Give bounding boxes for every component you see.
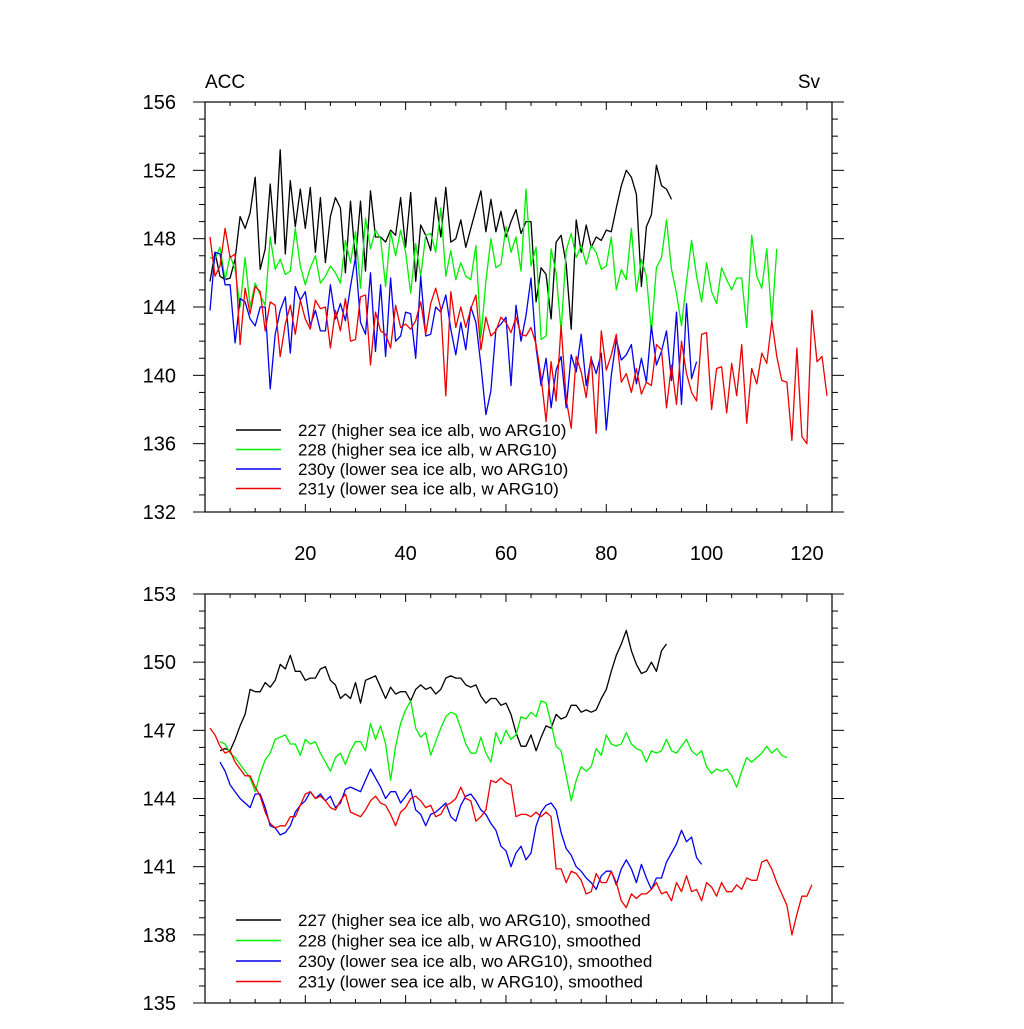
series-line-1 xyxy=(209,149,673,330)
x-tick-label: 100 xyxy=(690,543,723,565)
y-tick-label: 132 xyxy=(143,502,176,524)
series-line-2 xyxy=(219,700,788,802)
y-tick-label: 144 xyxy=(143,789,176,811)
y-tick-label: 152 xyxy=(143,160,176,182)
series-line-2 xyxy=(209,188,778,341)
legend-label: 228 (higher sea ice alb, w ARG10), smoot… xyxy=(298,932,641,951)
series-line-3 xyxy=(209,251,698,431)
y-tick-label: 150 xyxy=(143,652,176,674)
y-tick-label: 135 xyxy=(143,993,176,1015)
y-tick-label: 153 xyxy=(143,584,176,606)
right-corner-label: Sv xyxy=(798,72,821,93)
y-tick-label: 156 xyxy=(143,92,176,114)
y-tick-label: 136 xyxy=(143,434,176,456)
y-tick-label: 138 xyxy=(143,925,176,947)
left-corner-label: ACC xyxy=(205,72,245,93)
legend-label: 231y (lower sea ice alb, w ARG10), smoot… xyxy=(298,973,643,992)
series-line-1 xyxy=(219,629,668,752)
x-tick-label: 120 xyxy=(790,543,823,565)
legend-label: 227 (higher sea ice alb, wo ARG10) xyxy=(298,421,566,440)
x-tick-label: 80 xyxy=(595,543,617,565)
x-tick-label: 60 xyxy=(495,543,517,565)
x-tick-label: 40 xyxy=(395,543,417,565)
y-tick-label: 147 xyxy=(143,720,176,742)
series-line-3 xyxy=(219,761,703,891)
x-tick-label: 20 xyxy=(294,543,316,565)
y-tick-label: 144 xyxy=(143,297,176,319)
series-line-4 xyxy=(209,727,813,936)
legend-label: 230y (lower sea ice alb, wo ARG10) xyxy=(298,460,568,479)
bottom-panel: 135 138 141 144 147 150 153 227 (higher sea ice… xyxy=(143,584,844,1015)
legend-label: 230y (lower sea ice alb, wo ARG10), smoo… xyxy=(298,952,652,971)
series-line-4 xyxy=(209,227,828,445)
y-tick-label: 141 xyxy=(143,857,176,879)
legend-label: 228 (higher sea ice alb, w ARG10) xyxy=(298,441,557,460)
top-panel: 20 40 60 80 100 120 132 136 140 144 148 152 156 ACC Sv… xyxy=(143,72,844,565)
legend-label: 227 (higher sea ice alb, wo ARG10), smoo… xyxy=(298,911,650,930)
legend-label: 231y (lower sea ice alb, w ARG10) xyxy=(298,480,559,499)
y-tick-label: 140 xyxy=(143,365,176,387)
y-tick-label: 148 xyxy=(143,229,176,251)
